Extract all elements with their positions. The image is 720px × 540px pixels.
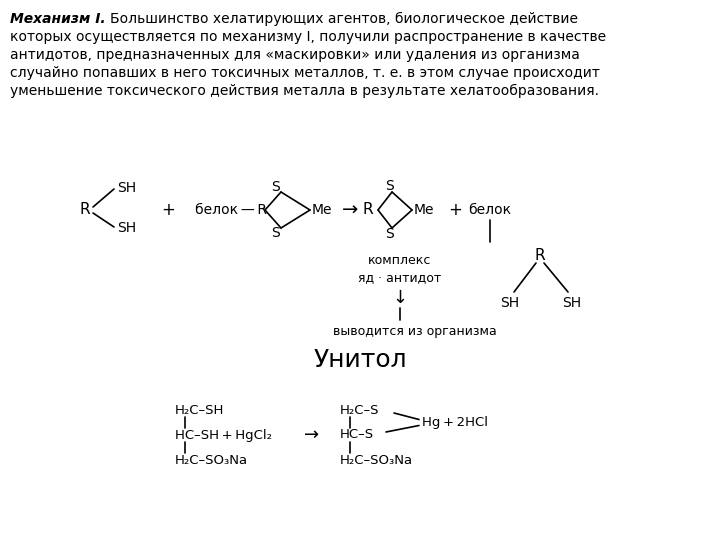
Text: HC–SH + HgCl₂: HC–SH + HgCl₂ — [175, 429, 272, 442]
Text: белок — R: белок — R — [195, 203, 267, 217]
Text: Me: Me — [312, 203, 332, 217]
Text: H₂C–SH: H₂C–SH — [175, 403, 225, 416]
Text: R: R — [363, 202, 373, 218]
Text: антидотов, предназначенных для «маскировки» или удаления из организма: антидотов, предназначенных для «маскиров… — [10, 48, 580, 62]
Text: яд · антидот: яд · антидот — [359, 272, 441, 285]
Text: H₂C–SO₃Na: H₂C–SO₃Na — [175, 454, 248, 467]
Text: S: S — [384, 227, 393, 241]
Text: SH: SH — [500, 296, 520, 310]
Text: Механизм I.: Механизм I. — [10, 12, 106, 26]
Text: SH: SH — [117, 181, 137, 195]
Text: →: → — [342, 200, 358, 219]
Text: комплекс: комплекс — [369, 253, 432, 267]
Text: H₂C–SO₃Na: H₂C–SO₃Na — [340, 454, 413, 467]
Text: белок: белок — [469, 203, 512, 217]
Text: выводится из организма: выводится из организма — [333, 326, 497, 339]
Text: →: → — [305, 426, 320, 444]
Text: S: S — [271, 180, 280, 194]
Text: Большинство хелатирующих агентов, биологическое действие: Большинство хелатирующих агентов, биолог… — [110, 12, 578, 26]
Text: S: S — [384, 179, 393, 193]
Text: уменьшение токсического действия металла в результате хелатообразования.: уменьшение токсического действия металла… — [10, 84, 599, 98]
Text: R: R — [80, 202, 90, 218]
Text: SH: SH — [117, 221, 137, 235]
Text: ↓: ↓ — [392, 289, 408, 307]
Text: SH: SH — [562, 296, 582, 310]
Text: H₂C–S: H₂C–S — [340, 403, 379, 416]
Text: +: + — [448, 201, 462, 219]
Text: S: S — [271, 226, 280, 240]
Text: HC–S: HC–S — [340, 429, 374, 442]
Text: случайно попавших в него токсичных металлов, т. е. в этом случае происходит: случайно попавших в него токсичных метал… — [10, 66, 600, 80]
Text: которых осуществляется по механизму I, получили распространение в качестве: которых осуществляется по механизму I, п… — [10, 30, 606, 44]
Text: Hg + 2HCl: Hg + 2HCl — [422, 416, 488, 429]
Text: +: + — [161, 201, 175, 219]
Text: R: R — [535, 247, 545, 262]
Text: Me: Me — [414, 203, 434, 217]
Text: Унитол: Унитол — [313, 348, 407, 372]
